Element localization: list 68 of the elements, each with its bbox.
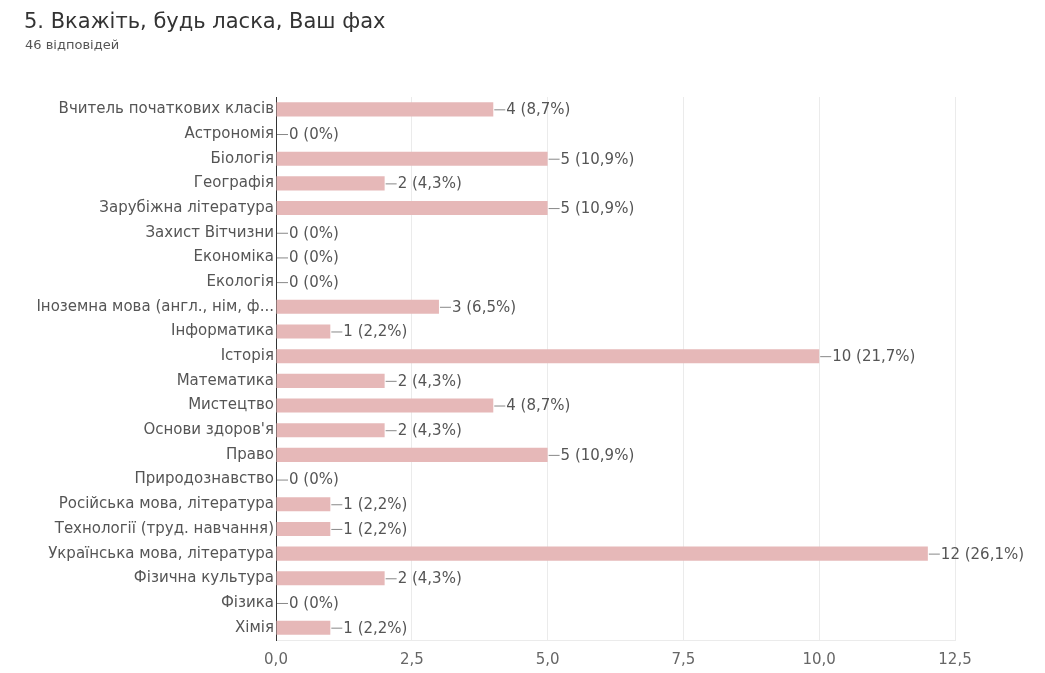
y-tick-label: Інформатика [170, 321, 274, 340]
bar [276, 620, 331, 635]
data-label: 12 (26,1%) [940, 544, 1025, 563]
data-label: 0 (0%) [289, 223, 339, 242]
y-tick-label: Фізика [220, 592, 274, 611]
bar [276, 151, 548, 166]
y-tick-label: Математика [176, 370, 274, 389]
data-label: 2 (4,3%) [397, 174, 462, 193]
y-tick-label: Економіка [193, 247, 274, 266]
y-tick-label: Право [225, 444, 274, 463]
x-tick-label: 2,5 [399, 649, 424, 668]
y-tick-label: Технології (труд. навчання) [53, 518, 274, 537]
data-label: 0 (0%) [289, 593, 339, 612]
data-label: 2 (4,3%) [397, 569, 462, 588]
y-tick-label: Біологія [210, 148, 274, 167]
data-label: 1 (2,2%) [343, 495, 408, 514]
y-tick-label: Історія [220, 346, 274, 365]
data-label: 4 (8,7%) [506, 100, 571, 119]
bar [276, 324, 331, 339]
bar [276, 497, 331, 512]
data-label: 0 (0%) [289, 248, 339, 267]
data-label: 5 (10,9%) [560, 198, 635, 217]
y-tick-label: Екологія [206, 272, 274, 290]
data-label: 10 (21,7%) [832, 347, 916, 366]
x-tick-label: 0,0 [264, 649, 288, 668]
y-tick-label: Природознавство [134, 469, 274, 488]
y-tick-label: Іноземна мова (англ., нім, ф... [36, 296, 274, 315]
chart-title: 5. Вкажіть, будь ласка, Ваш фах [24, 9, 386, 33]
bar [276, 398, 494, 413]
x-tick-label: 10,0 [802, 649, 836, 668]
data-label: 2 (4,3%) [397, 371, 462, 390]
data-label: 1 (2,2%) [343, 618, 408, 637]
data-label: 3 (6,5%) [451, 297, 517, 316]
bar [276, 447, 548, 462]
text: 46 відповідей [25, 37, 120, 52]
y-tick-label: Астрономія [184, 123, 274, 142]
bar [276, 299, 439, 314]
data-label: 5 (10,9%) [560, 445, 635, 464]
bar [276, 201, 548, 216]
bar [276, 373, 385, 388]
y-tick-label: Основи здоров'я [143, 420, 274, 439]
y-tick-label: Українська мова, література [48, 543, 274, 562]
y-tick-label: Географія [193, 173, 274, 192]
data-label: 1 (2,2%) [343, 322, 408, 341]
bar [276, 546, 928, 561]
y-tick-label: Зарубіжна література [99, 197, 274, 216]
data-label: 5 (10,9%) [560, 149, 635, 168]
bar [276, 571, 385, 586]
y-tick-label: Вчитель початкових класів [58, 99, 274, 118]
data-label: 1 (2,2%) [343, 519, 408, 538]
bar [276, 176, 385, 191]
x-tick-label: 5,0 [535, 649, 560, 668]
bar [276, 423, 385, 438]
data-label: 0 (0%) [289, 124, 339, 143]
data-label: 2 (4,3%) [397, 421, 462, 440]
y-tick-label: Російська мова, література [58, 494, 274, 513]
y-tick-label: Захист Вітчизни [145, 222, 274, 241]
y-tick-label: Хімія [235, 617, 274, 636]
data-label: 0 (0%) [289, 470, 339, 489]
bar [276, 102, 494, 117]
x-tick-label: 7,5 [671, 649, 696, 668]
y-tick-label: Фізична культура [133, 568, 274, 587]
data-label: 0 (0%) [289, 273, 339, 291]
bar [276, 521, 331, 536]
y-tick-label: Мистецтво [188, 395, 274, 414]
data-label: 4 (8,7%) [506, 396, 571, 415]
x-tick-label: 12,5 [938, 649, 972, 668]
bar [276, 349, 820, 364]
